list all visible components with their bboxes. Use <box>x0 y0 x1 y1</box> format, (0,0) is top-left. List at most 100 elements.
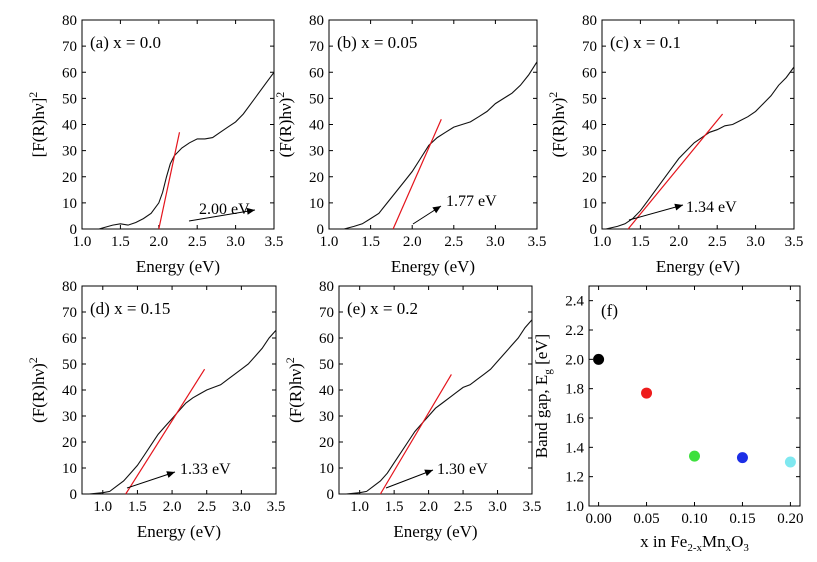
band-gap-point <box>593 353 605 365</box>
y-axis-label: Band gap, Eg [eV] <box>532 334 554 458</box>
band-gap-annotation: 1.34 eV <box>686 199 737 216</box>
x-tick-label: 1.0 <box>350 499 369 515</box>
y-tick-label: 80 <box>582 13 597 29</box>
x-tick-label: 2.0 <box>163 499 182 515</box>
x-axis-label: Energy (eV) <box>137 522 221 541</box>
x-tick-label: 3.0 <box>488 499 507 515</box>
annotation-arrow <box>188 209 256 222</box>
x-tick-label: 1.5 <box>631 234 650 250</box>
x-tick-label: 2.0 <box>419 499 438 515</box>
annotation-arrow <box>385 469 434 489</box>
band-gap-annotation: 2.00 eV <box>199 201 250 218</box>
y-tick-label: 20 <box>62 170 77 186</box>
y-tick-label: 30 <box>62 409 77 425</box>
band-gap-annotation: 1.30 eV <box>437 461 488 478</box>
spectrum-line <box>343 61 538 230</box>
y-tick-label: 10 <box>309 196 324 212</box>
y-tick-label: 30 <box>582 144 597 160</box>
x-axis-label: Energy (eV) <box>393 522 477 541</box>
x-tick-label: 0.20 <box>777 511 803 527</box>
y-axis-label-superscript: 2 <box>546 92 560 98</box>
panel-b: 0 10 20 30 40 50 60 70 80 1.0 1.5 2.0 2.5 3.0 3.5 (b) x… <box>273 13 546 276</box>
y-tick-label: 30 <box>62 144 77 160</box>
y-tick-label: 40 <box>62 383 77 399</box>
panel-f: 1.0 1.2 1.4 1.6 1.8 2.0 2.2 2.4 0.00 0.05 0.10 0.15… <box>532 285 804 554</box>
y-tick-label: 50 <box>309 91 324 107</box>
y-tick-label: 80 <box>62 279 77 295</box>
y-axis-label-superscript: 2 <box>273 92 287 98</box>
x-tick-label: 2.5 <box>444 234 463 250</box>
y-tick-label: 10 <box>62 196 77 212</box>
band-gap-point <box>689 450 700 462</box>
y-axis-label-base: (F(R)hν) <box>286 363 305 423</box>
y-axis-label-part: g <box>542 369 554 375</box>
x-tick-label: 2.5 <box>708 234 727 250</box>
panel-c: 0 10 20 30 40 50 60 70 80 1.0 1.5 2.0 2.5 3.0 3.5 (c) x… <box>546 13 803 276</box>
x-axis-label: x in Fe2-xMnxO3 <box>640 532 749 554</box>
spectrum-line <box>345 319 533 495</box>
spectrum-line <box>605 66 795 230</box>
y-tick-label: 1.0 <box>565 499 584 515</box>
linear-fit-line <box>379 374 452 495</box>
x-tick-label: 3.0 <box>746 234 765 250</box>
y-axis-label-base: (F(R)hν) <box>549 98 568 158</box>
x-tick-label: 3.5 <box>267 499 286 515</box>
y-tick-label: 40 <box>319 383 334 399</box>
y-tick-label: 70 <box>62 305 77 321</box>
panel-title: (b) x = 0.05 <box>337 33 417 52</box>
y-tick-label: 0 <box>317 222 325 238</box>
y-tick-label: 50 <box>62 91 77 107</box>
y-axis-label-base: [F(R)hν] <box>29 98 48 158</box>
linear-fit-line <box>627 113 724 230</box>
y-tick-label: 20 <box>62 435 77 451</box>
x-tick-label: 3.5 <box>265 234 284 250</box>
y-axis-label-base: (F(R)hν) <box>29 363 48 423</box>
x-tick-label: 3.5 <box>523 499 542 515</box>
band-gap-annotation: 1.33 eV <box>180 461 231 478</box>
x-axis-label-part: x in Fe <box>640 532 687 551</box>
y-axis-label-part: Band gap, E <box>532 375 551 459</box>
y-tick-label: 60 <box>309 65 324 81</box>
x-tick-label: 1.0 <box>93 499 112 515</box>
y-axis-label: [F(R)hν]2 <box>26 92 48 158</box>
y-axis-label-superscript: 2 <box>283 357 297 363</box>
x-tick-label: 3.0 <box>226 234 245 250</box>
linear-fit-line <box>158 132 181 230</box>
y-tick-label: 1.4 <box>565 440 584 456</box>
y-tick-label: 50 <box>319 357 334 373</box>
y-axis-label-superscript: 2 <box>26 92 40 98</box>
y-tick-label: 60 <box>582 65 597 81</box>
panel-a: 0 10 20 30 40 50 60 70 80 1.0 1.5 2.0 2.5 3.0 3.5 (a) x… <box>26 13 283 276</box>
y-tick-label: 70 <box>582 39 597 55</box>
panel-d: 0 10 20 30 40 50 60 70 80 1.0 1.5 2.0 2.5 3.0 3.5 (d) x… <box>26 279 285 541</box>
x-tick-label: 1.0 <box>593 234 612 250</box>
y-tick-label: 2.2 <box>565 323 584 339</box>
x-tick-label: 0.00 <box>585 511 611 527</box>
y-tick-label: 0 <box>327 487 335 503</box>
linear-fit-line <box>125 368 206 495</box>
x-axis-label: Energy (eV) <box>136 257 220 276</box>
plot-frame <box>588 285 801 507</box>
y-tick-label: 1.2 <box>565 470 584 486</box>
x-tick-label: 3.0 <box>232 499 251 515</box>
annotation-arrowhead <box>674 203 683 211</box>
x-tick-label: 3.0 <box>486 234 505 250</box>
x-tick-label: 2.5 <box>197 499 216 515</box>
y-axis-label-superscript: 2 <box>26 357 40 363</box>
y-tick-label: 70 <box>62 39 77 55</box>
annotation-arrow <box>628 204 684 221</box>
y-tick-label: 1.6 <box>565 411 584 427</box>
x-axis-label-part: 3 <box>743 542 749 554</box>
y-axis-label: (F(R)hν)2 <box>273 92 295 158</box>
y-axis-label: (F(R)hν)2 <box>546 92 568 158</box>
y-tick-label: 10 <box>62 461 77 477</box>
spectrum-line <box>88 329 277 495</box>
annotation-arrowhead <box>246 207 255 215</box>
y-tick-label: 30 <box>309 144 324 160</box>
y-tick-label: 40 <box>309 118 324 134</box>
y-tick-label: 70 <box>319 305 334 321</box>
y-tick-label: 20 <box>319 435 334 451</box>
y-axis-label: (F(R)hν)2 <box>26 357 48 423</box>
panel-title: (f) <box>601 301 618 320</box>
